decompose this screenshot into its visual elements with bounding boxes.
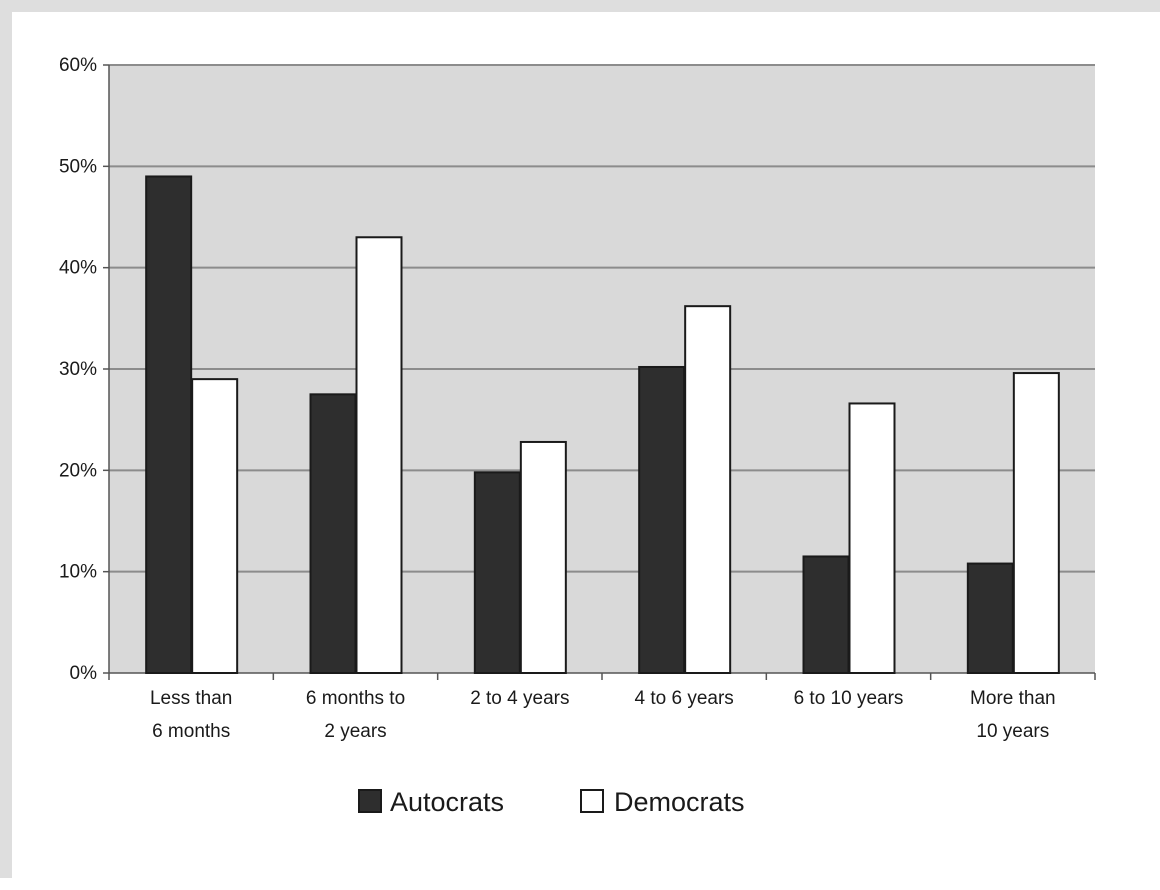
bar-democrats <box>519 440 567 674</box>
bar-autocrats <box>966 562 1014 674</box>
bar-autocrats <box>802 555 850 675</box>
y-tick-label: 0% <box>70 663 98 684</box>
x-category-label: More than <box>970 688 1056 709</box>
bar-autocrats <box>638 365 686 674</box>
x-category-label: 10 years <box>976 721 1049 742</box>
y-tick-label: 20% <box>59 460 97 481</box>
bar-democrats <box>848 402 896 674</box>
x-category-label: Less than <box>150 688 232 709</box>
y-tick-label: 10% <box>59 562 97 583</box>
bar-democrats <box>684 305 732 674</box>
x-category-label: 4 to 6 years <box>635 688 734 709</box>
bar-autocrats <box>473 471 521 674</box>
bar-democrats <box>1012 372 1060 674</box>
bar-chart: 0% 10% 20% 30% 40% 50% 60% Less than 6 months 6 m… <box>59 55 1096 817</box>
bar-democrats <box>355 236 403 674</box>
x-category-label: 6 to 10 years <box>794 688 904 709</box>
bar-autocrats <box>145 175 193 674</box>
y-tick-label: 50% <box>59 156 97 177</box>
legend-label-democrats: Democrats <box>614 787 745 817</box>
legend-label-autocrats: Autocrats <box>390 787 504 817</box>
bar-autocrats <box>309 393 357 674</box>
y-tick-label: 30% <box>59 359 97 380</box>
y-tick-label: 40% <box>59 258 97 279</box>
legend-swatch-autocrats <box>358 789 382 813</box>
x-category-label: 2 to 4 years <box>470 688 569 709</box>
x-category-label: 6 months <box>152 721 230 742</box>
x-category-label: 2 years <box>324 721 386 742</box>
y-tick-label: 60% <box>59 55 97 76</box>
bar-democrats <box>191 378 239 674</box>
legend-swatch-democrats <box>580 789 604 813</box>
x-category-label: 6 months to <box>306 688 405 709</box>
